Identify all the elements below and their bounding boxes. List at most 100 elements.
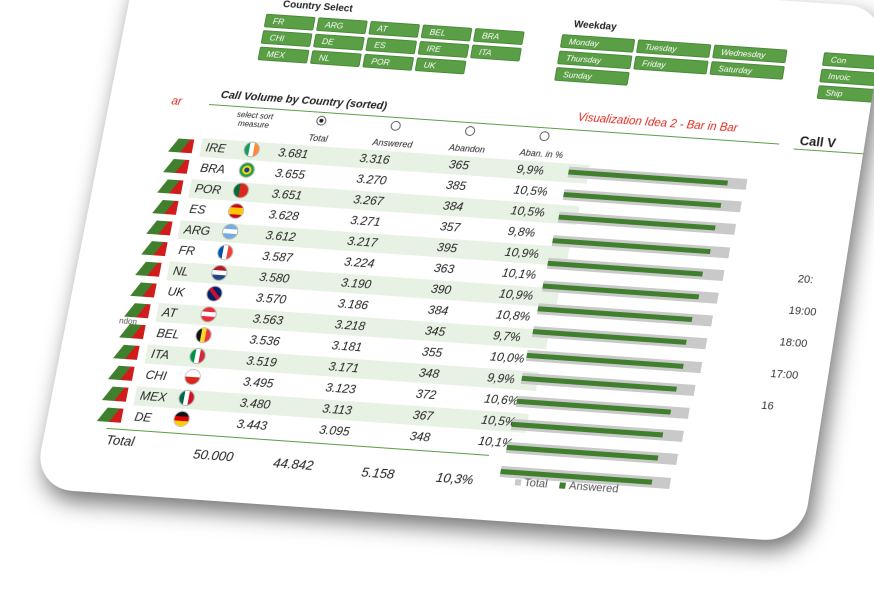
country-slicer: FR ARG AT BEL BRA CHI DE ES IRE ITA MEX NL POR UK bbox=[257, 13, 525, 78]
abandon-value: 355 bbox=[420, 344, 444, 360]
sparkline bbox=[110, 322, 146, 340]
weekday-slicer-button[interactable]: Monday bbox=[559, 34, 636, 53]
country-slicer-button[interactable]: CHI bbox=[260, 30, 313, 48]
country-name: NL bbox=[171, 263, 190, 279]
country-name: BRA bbox=[199, 160, 227, 177]
country-slicer-button[interactable]: MEX bbox=[257, 46, 310, 64]
abandon-value: 357 bbox=[438, 219, 462, 235]
time-label: 16 bbox=[760, 399, 775, 413]
abandon-value: 363 bbox=[432, 260, 456, 277]
pct-value: 9,8% bbox=[506, 224, 537, 240]
total-value: 3.480 bbox=[238, 395, 272, 412]
abandon-value: 385 bbox=[444, 177, 468, 194]
country-name: DE bbox=[133, 409, 153, 425]
total-value: 3.443 bbox=[235, 416, 269, 433]
weekday-slicer-button[interactable]: Sunday bbox=[554, 67, 630, 86]
pct-value: 10,5% bbox=[512, 182, 549, 199]
abandon-value: 348 bbox=[408, 428, 432, 445]
country-slicer-button[interactable]: ES bbox=[365, 37, 418, 55]
country-slicer-button[interactable]: DE bbox=[312, 33, 365, 51]
country-slicer-button[interactable]: NL bbox=[309, 50, 362, 68]
sparkline bbox=[143, 198, 179, 215]
table-title: Call Volume by Country (sorted) bbox=[219, 89, 388, 113]
country-slicer-button[interactable]: BEL bbox=[420, 24, 473, 42]
abandon-value: 345 bbox=[423, 323, 447, 339]
answered-value: 3.171 bbox=[327, 359, 361, 376]
sparkline bbox=[138, 219, 173, 236]
pct-value: 10,9% bbox=[503, 244, 541, 262]
total-value: 3.536 bbox=[248, 332, 282, 349]
total-value: 3.570 bbox=[254, 290, 288, 307]
bar-in-bar-chart bbox=[138, 0, 874, 489]
answered-value: 3.316 bbox=[358, 151, 391, 167]
answered-value: 3.217 bbox=[346, 233, 379, 250]
answered-value: 3.270 bbox=[355, 171, 388, 188]
country-name: BEL bbox=[155, 326, 181, 342]
country-slicer-title: Country Select bbox=[282, 0, 354, 15]
country-slicer-button[interactable]: ITA bbox=[470, 44, 522, 62]
pct-value: 10,9% bbox=[497, 286, 535, 303]
country-name: ITA bbox=[149, 346, 171, 363]
sort-radio[interactable] bbox=[538, 130, 551, 142]
abandon-value: 384 bbox=[426, 302, 450, 319]
pct-value: 10,6% bbox=[483, 391, 520, 408]
category-slicer-button[interactable]: Ship bbox=[816, 85, 874, 103]
country-name: IRE bbox=[204, 140, 228, 156]
sort-radio[interactable] bbox=[464, 125, 476, 137]
pct-value: 10,5% bbox=[509, 203, 546, 220]
total-value: 3.580 bbox=[258, 269, 291, 286]
total-pct-a: 10,3% bbox=[434, 469, 475, 488]
country-slicer-button[interactable]: BRA bbox=[472, 28, 525, 46]
weekday-slicer-button[interactable]: Thursday bbox=[557, 50, 633, 70]
abandon-value: 395 bbox=[435, 240, 459, 256]
country-slicer-button[interactable]: UK bbox=[414, 57, 467, 75]
pct-value: 9,7% bbox=[492, 328, 522, 345]
sparkline bbox=[99, 364, 135, 381]
pct-value: 9,9% bbox=[486, 370, 517, 387]
category-slicer-button[interactable]: Invoic bbox=[819, 68, 874, 87]
sparkline bbox=[121, 281, 157, 298]
weekday-slicer-title: Weekday bbox=[572, 19, 618, 33]
answered-value: 3.181 bbox=[330, 338, 364, 355]
legend-total-swatch bbox=[514, 479, 522, 486]
sort-radio[interactable] bbox=[389, 120, 402, 132]
sparkline bbox=[154, 157, 189, 174]
country-name: ES bbox=[188, 201, 207, 217]
sparkline bbox=[104, 343, 140, 360]
total-value: 3.563 bbox=[251, 311, 285, 328]
time-axis-labels: 20: 19:00 18:00 17:00 16 bbox=[138, 0, 874, 412]
time-label: 20: bbox=[796, 273, 815, 287]
country-slicer-button[interactable]: IRE bbox=[417, 40, 470, 58]
abandon-value: 372 bbox=[414, 386, 438, 403]
country-name: ARG bbox=[182, 222, 212, 239]
sort-measure-label: select sort measure bbox=[236, 109, 274, 130]
country-slicer-button[interactable]: ARG bbox=[316, 17, 368, 35]
column-headers: Total Answered Abandon Aban. in % bbox=[138, 0, 874, 160]
total-value: 3.681 bbox=[277, 145, 310, 162]
total-value: 3.519 bbox=[245, 353, 278, 370]
sort-radio[interactable] bbox=[315, 115, 328, 126]
time-label: 19:00 bbox=[787, 304, 818, 319]
total-value: 3.495 bbox=[241, 374, 275, 391]
category-slicer-button[interactable]: Con bbox=[821, 52, 874, 70]
country-table: IRE 3.681 3.316 365 9,9% BRA 3.655 3.270 385 10,5… bbox=[133, 0, 874, 450]
total-label: Total bbox=[104, 432, 136, 450]
country-slicer-button[interactable]: POR bbox=[362, 53, 415, 71]
country-slicer-button[interactable]: FR bbox=[263, 13, 316, 31]
weekday-slicer-button[interactable]: Friday bbox=[633, 55, 709, 75]
pct-value: 10,1% bbox=[500, 265, 538, 282]
weekday-slicer-button[interactable]: Wednesday bbox=[712, 44, 788, 64]
abandon-value: 390 bbox=[429, 281, 453, 298]
category-slicer: Con Invoic Ship bbox=[816, 52, 874, 103]
total-total: 50.000 bbox=[191, 446, 235, 465]
abandon-value: 365 bbox=[447, 157, 471, 173]
country-name: CHI bbox=[144, 367, 168, 384]
total-value: 3.651 bbox=[270, 186, 304, 203]
country-name: FR bbox=[177, 243, 197, 259]
country-slicer-button[interactable]: AT bbox=[368, 20, 421, 38]
abandon-value: 384 bbox=[441, 198, 465, 214]
country-name: UK bbox=[166, 284, 186, 300]
weekday-slicer-button[interactable]: Saturday bbox=[709, 61, 785, 80]
weekday-slicer-button[interactable]: Tuesday bbox=[635, 39, 712, 58]
answered-value: 3.095 bbox=[318, 422, 351, 439]
